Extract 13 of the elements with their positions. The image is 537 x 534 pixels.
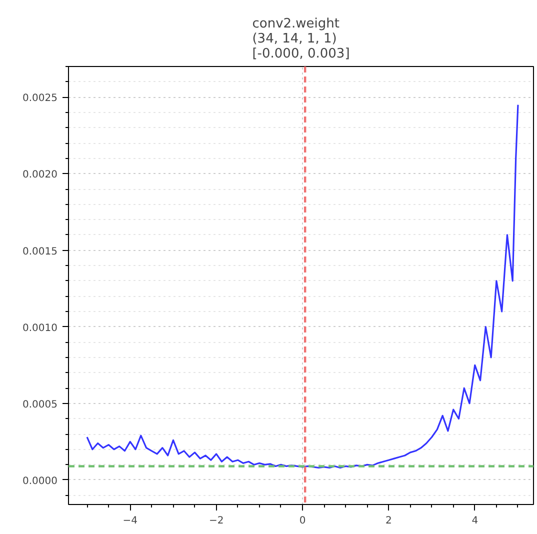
y-tick-label: 0.0025	[22, 93, 58, 104]
x-tick-label: 4	[472, 516, 478, 526]
y-tick-label: 0.0020	[22, 170, 58, 181]
x-tick-label: 0	[299, 516, 306, 526]
y-tick-label: 0.0010	[22, 322, 58, 334]
x-tick-label: −4	[122, 516, 138, 526]
x-tick-label: 2	[386, 516, 392, 526]
y-tick-label: 0.0000	[22, 476, 58, 487]
y-tick-label: 0.0005	[22, 399, 58, 410]
chart-title: conv2.weight (34, 14, 1, 1) [-0.000, 0.003]	[252, 16, 350, 62]
y-tick-label: 0.0015	[22, 246, 58, 258]
line-series	[86, 104, 519, 469]
x-tick-label: −2	[208, 516, 224, 526]
